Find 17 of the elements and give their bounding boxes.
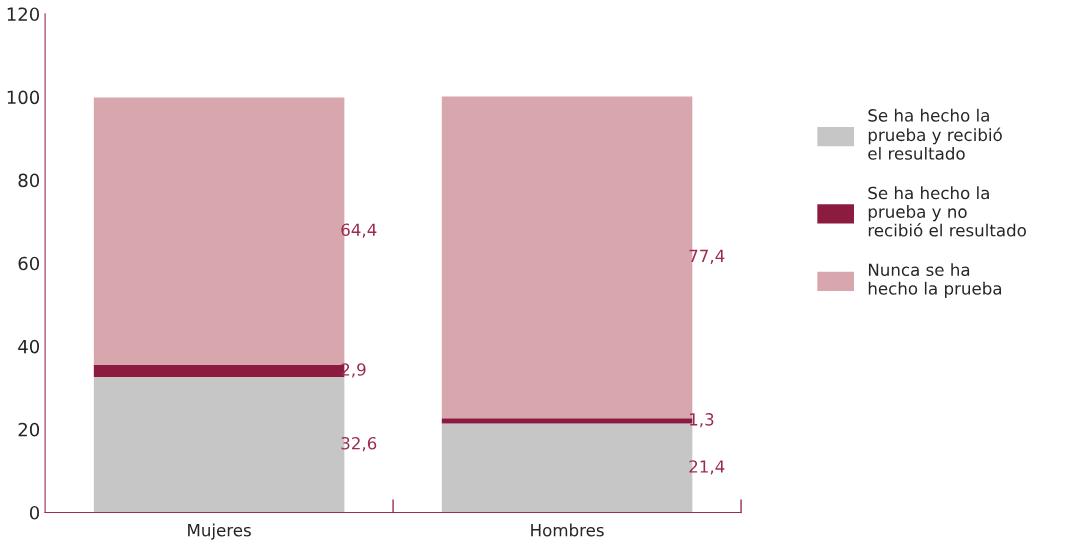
y-tick-label: 40 [18, 339, 40, 354]
data-label: 77,4 [689, 249, 725, 264]
legend-label: Nunca se ha hecho la prueba [868, 263, 1002, 298]
data-label: 1,3 [690, 413, 714, 428]
legend-label: Se ha hecho la prueba y no recibió el resultado [868, 186, 1026, 237]
data-label: 32,6 [341, 436, 377, 452]
y-tick-label: 80 [18, 173, 40, 188]
data-label: 64,4 [341, 223, 377, 238]
y-tick-label: 100 [7, 90, 40, 105]
x-tick-label: Hombres [531, 523, 604, 537]
y-tick-label: 60 [18, 256, 40, 271]
y-tick-label: 120 [7, 7, 40, 22]
y-tick-label: 20 [18, 422, 40, 437]
x-tick-label: Mujeres [188, 523, 251, 540]
y-tick-label: 0 [29, 505, 40, 520]
data-label: 21,4 [689, 460, 725, 475]
legend-label: Se ha hecho la prueba y recibió el resultado [868, 108, 1002, 160]
